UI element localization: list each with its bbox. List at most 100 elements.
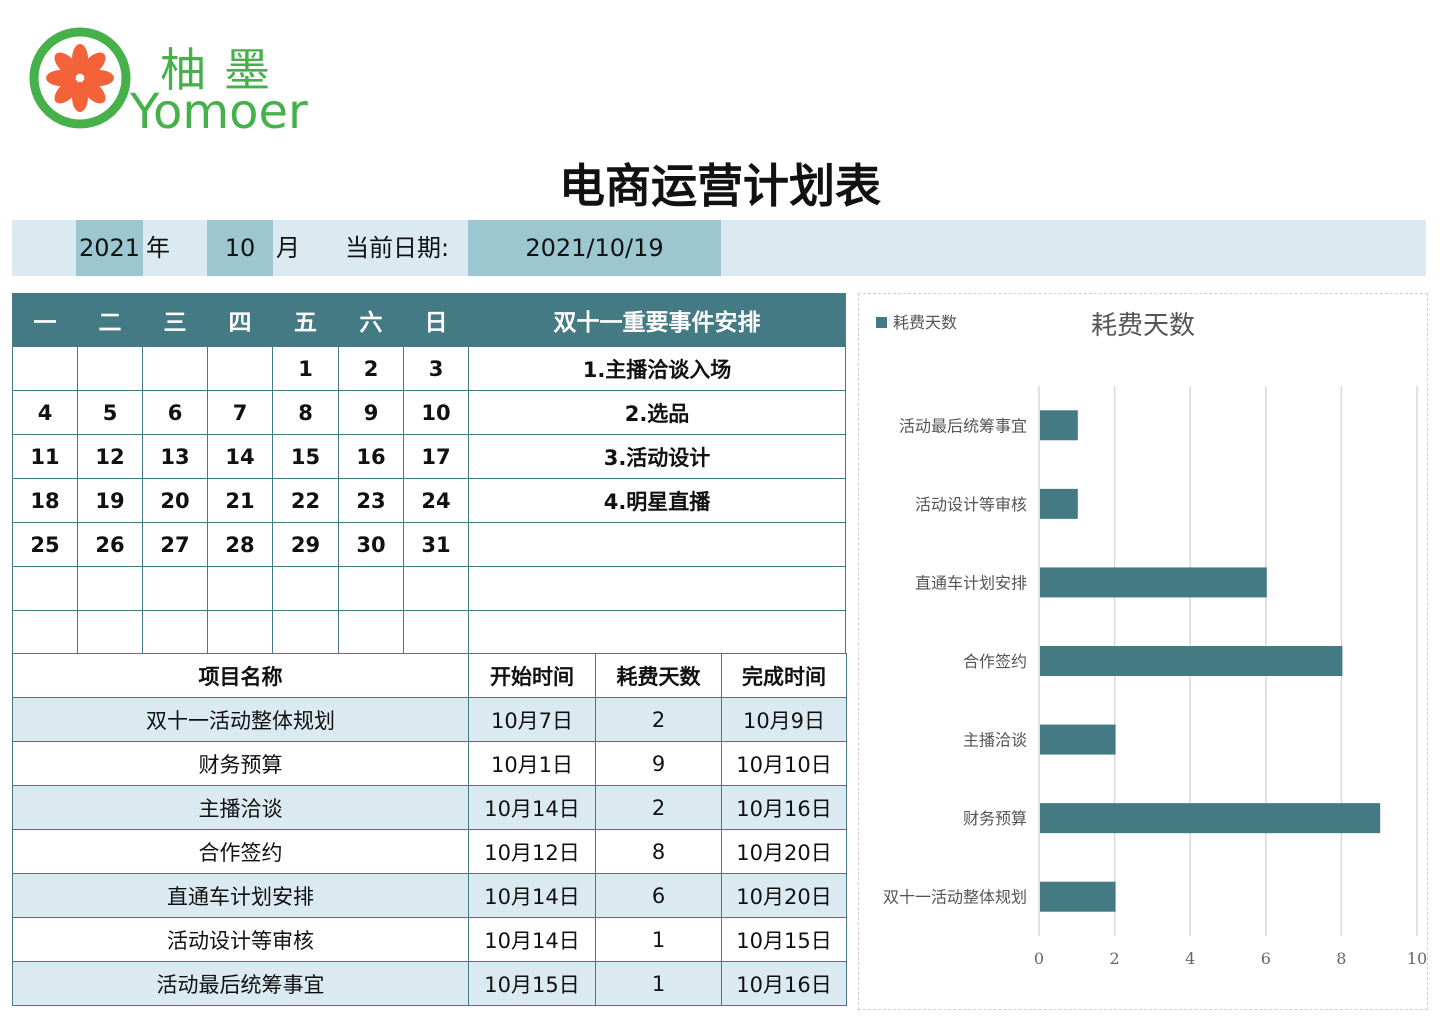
calendar-day[interactable] <box>403 566 469 611</box>
calendar-day[interactable]: 5 <box>77 390 143 435</box>
calendar-day[interactable]: 17 <box>403 434 469 479</box>
calendar-day[interactable] <box>77 346 143 391</box>
calendar-day[interactable]: 27 <box>142 522 208 567</box>
calendar-day[interactable]: 18 <box>12 478 78 523</box>
calendar-day[interactable] <box>12 566 78 611</box>
bar <box>1040 410 1078 441</box>
calendar-day[interactable]: 26 <box>77 522 143 567</box>
calendar-day[interactable]: 15 <box>272 434 339 479</box>
bar <box>1040 881 1116 912</box>
bar-chart: 耗费天数 耗费天数 0 2 4 6 8 10 活动最后统筹事宜活动设计等审核直通车计划安排合作签… <box>876 311 1427 968</box>
current-date-label: 当前日期: <box>344 234 450 262</box>
project-row: 直通车计划安排 10月14日 6 10月20日 <box>12 873 847 918</box>
project-header-row: 项目名称 开始时间 耗费天数 完成时间 <box>12 653 847 698</box>
calendar-day[interactable]: 3 <box>403 346 469 391</box>
project-cell: 主播洽谈 <box>12 785 469 830</box>
calendar-day[interactable]: 11 <box>12 434 78 479</box>
calendar-day[interactable] <box>272 610 339 655</box>
project-row: 双十一活动整体规划 10月7日 2 10月9日 <box>12 697 847 742</box>
calendar-day[interactable]: 21 <box>207 478 273 523</box>
logo-cn-text: 柚墨 <box>160 43 288 97</box>
calendar-day[interactable] <box>207 566 273 611</box>
column-header: 耗费天数 <box>595 653 722 698</box>
calendar-day[interactable] <box>77 566 143 611</box>
calendar-week <box>12 610 846 655</box>
page-title: 电商运营计划表 <box>559 159 881 213</box>
bar <box>1040 724 1116 755</box>
calendar-day[interactable]: 31 <box>403 522 469 567</box>
month-value[interactable]: 10 <box>207 220 273 276</box>
calendar-day[interactable]: 24 <box>403 478 469 523</box>
calendar-day[interactable]: 9 <box>338 390 404 435</box>
calendar-day[interactable] <box>142 610 208 655</box>
calendar-day[interactable]: 13 <box>142 434 208 479</box>
calendar-day[interactable]: 12 <box>77 434 143 479</box>
calendar-day[interactable]: 29 <box>272 522 339 567</box>
calendar-day[interactable]: 10 <box>403 390 469 435</box>
year-value[interactable]: 2021 <box>76 220 143 276</box>
project-cell: 9 <box>595 741 722 786</box>
project-cell: 10月15日 <box>721 917 847 962</box>
legend-swatch <box>876 317 887 328</box>
project-row: 主播洽谈 10月14日 2 10月16日 <box>12 785 847 830</box>
project-cell: 活动最后统筹事宜 <box>12 961 469 1006</box>
current-date-value: 2021/10/19 <box>468 220 721 276</box>
calendar-day[interactable] <box>142 346 208 391</box>
calendar-day[interactable] <box>207 346 273 391</box>
chart-title: 耗费天数 <box>1091 311 1195 341</box>
project-cell: 6 <box>595 873 722 918</box>
calendar-day[interactable]: 28 <box>207 522 273 567</box>
calendar-day[interactable]: 1 <box>272 346 339 391</box>
project-cell: 财务预算 <box>12 741 469 786</box>
project-cell: 10月14日 <box>468 917 596 962</box>
project-cell: 1 <box>595 917 722 962</box>
project-cell: 10月15日 <box>468 961 596 1006</box>
project-table: 项目名称 开始时间 耗费天数 完成时间 双十一活动整体规划 10月7日 2 10月9日 财务预算… <box>12 653 847 1006</box>
project-cell: 双十一活动整体规划 <box>12 697 469 742</box>
calendar-day[interactable] <box>77 610 143 655</box>
weekday-header: 二 <box>77 293 143 347</box>
project-cell: 10月16日 <box>721 961 847 1006</box>
calendar-week: 25 26 27 28 29 30 31 <box>12 522 846 567</box>
chart-days-spent: 耗费天数 耗费天数 0 2 4 6 8 10 活动最后统筹事宜 活动设计等审核 直通车计划安排 合作签… <box>858 293 1428 1010</box>
weekday-header: 四 <box>207 293 273 347</box>
calendar-day[interactable]: 16 <box>338 434 404 479</box>
calendar-day[interactable] <box>338 566 404 611</box>
calendar-day[interactable] <box>272 566 339 611</box>
project-cell: 10月1日 <box>468 741 596 786</box>
calendar-table: 一二三四五六日双十一重要事件安排 1 2 3 1.主播洽谈入场 4 5 6 7 8 9 10 2.选品 1… <box>12 293 846 655</box>
calendar-day[interactable] <box>207 610 273 655</box>
calendar-day[interactable] <box>338 610 404 655</box>
project-cell: 10月10日 <box>721 741 847 786</box>
calendar-day[interactable]: 30 <box>338 522 404 567</box>
month-label: 月 <box>276 234 300 262</box>
bar <box>1040 567 1267 598</box>
calendar-day[interactable] <box>142 566 208 611</box>
calendar-day[interactable]: 2 <box>338 346 404 391</box>
calendar-week <box>12 566 846 611</box>
calendar-day[interactable]: 19 <box>77 478 143 523</box>
calendar-day[interactable]: 4 <box>12 390 78 435</box>
project-cell: 2 <box>595 785 722 830</box>
calendar-day[interactable]: 7 <box>207 390 273 435</box>
x-tick-label: 8 <box>1336 949 1346 968</box>
calendar-day[interactable] <box>12 346 78 391</box>
calendar-day[interactable]: 22 <box>272 478 339 523</box>
calendar-day[interactable] <box>403 610 469 655</box>
calendar-day[interactable]: 20 <box>142 478 208 523</box>
event-item: 1.主播洽谈入场 <box>468 346 846 391</box>
project-cell: 8 <box>595 829 722 874</box>
calendar-day[interactable]: 23 <box>338 478 404 523</box>
project-cell: 10月14日 <box>468 873 596 918</box>
x-tick-label: 0 <box>1034 949 1044 968</box>
calendar-day[interactable]: 6 <box>142 390 208 435</box>
event-item <box>468 566 846 611</box>
calendar-day[interactable]: 14 <box>207 434 273 479</box>
calendar-day[interactable]: 8 <box>272 390 339 435</box>
calendar-day[interactable]: 25 <box>12 522 78 567</box>
event-item: 2.选品 <box>468 390 846 435</box>
calendar-day[interactable] <box>12 610 78 655</box>
project-cell: 合作签约 <box>12 829 469 874</box>
y-category-label: 财务预算 <box>963 809 1027 828</box>
y-category-label: 双十一活动整体规划 <box>883 888 1027 907</box>
